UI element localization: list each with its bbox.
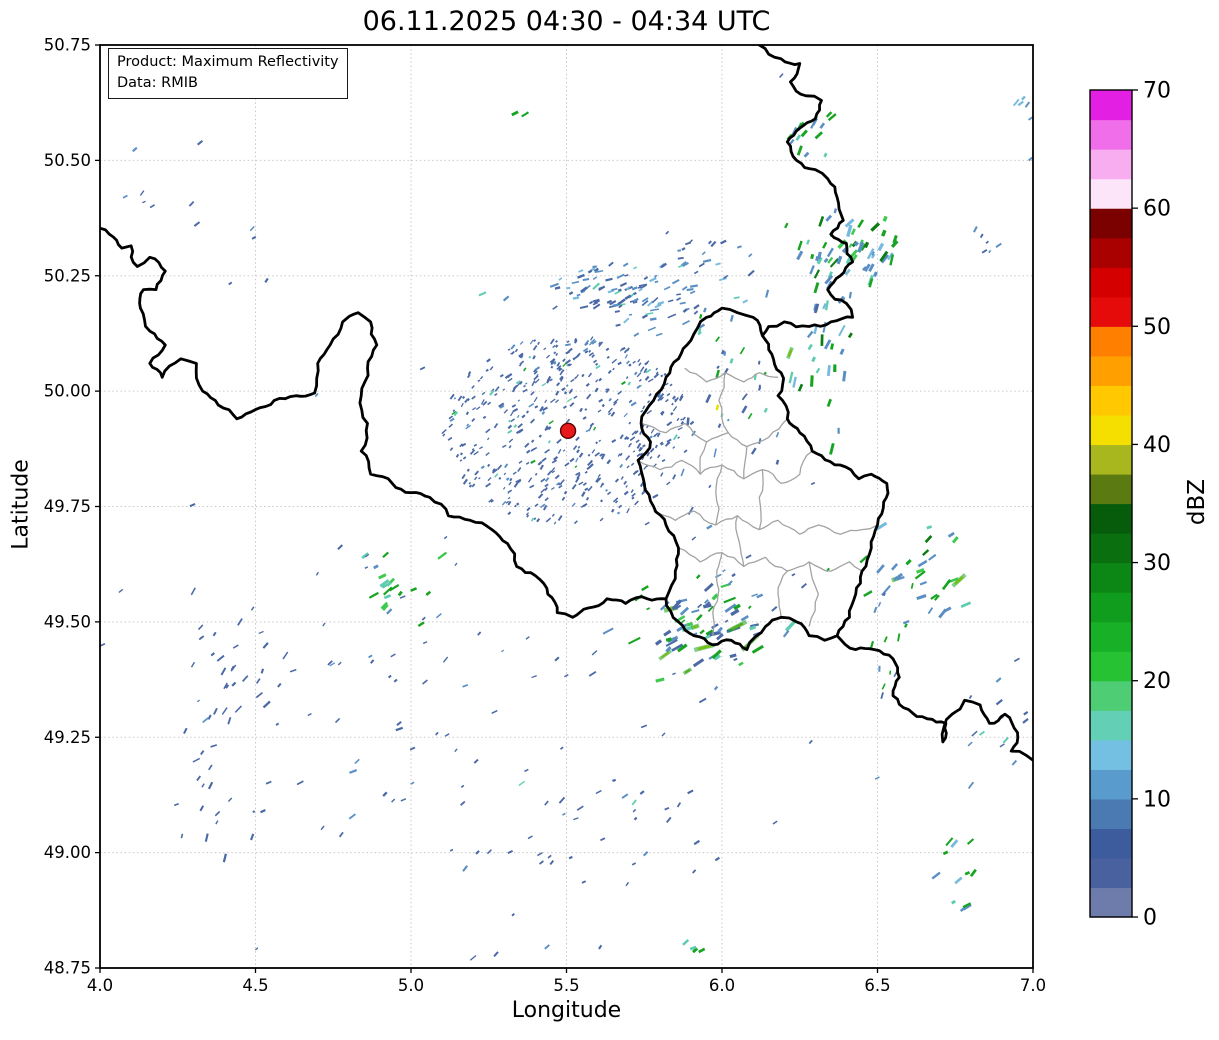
figure-title: 06.11.2025 04:30 - 04:34 UTC bbox=[362, 6, 771, 37]
annotation-product-line: Product: Maximum Reflectivity bbox=[117, 54, 339, 70]
y-tick-label: 50.25 bbox=[44, 266, 91, 285]
y-tick-label: 49.25 bbox=[44, 728, 91, 747]
y-tick-label: 48.75 bbox=[44, 959, 91, 978]
colorbar-label: dBZ bbox=[1184, 478, 1210, 526]
y-axis-label: Latitude bbox=[8, 459, 34, 550]
x-tick-label: 4.0 bbox=[87, 976, 113, 995]
colorbar-tick-label: 70 bbox=[1143, 79, 1171, 104]
x-tick-label: 5.0 bbox=[398, 976, 424, 995]
grid-lines bbox=[100, 45, 1033, 968]
colorbar-tick-label: 60 bbox=[1143, 197, 1171, 222]
radar-site-marker bbox=[559, 422, 577, 440]
x-tick-label: 5.5 bbox=[553, 976, 579, 995]
x-tick-label: 6.5 bbox=[864, 976, 890, 995]
y-tick-label: 49.00 bbox=[44, 843, 91, 862]
y-tick-label: 50.50 bbox=[44, 151, 91, 170]
x-tick-label: 7.0 bbox=[1020, 976, 1046, 995]
y-tick-label: 49.50 bbox=[44, 612, 91, 631]
colorbar-tick-label: 40 bbox=[1143, 433, 1171, 458]
radar-echoes bbox=[100, 73, 1033, 961]
y-tick-label: 50.00 bbox=[44, 382, 91, 401]
country-borders bbox=[100, 45, 1033, 762]
colorbar-tick-label: 30 bbox=[1143, 551, 1171, 576]
colorbar-tick-label: 0 bbox=[1143, 906, 1157, 931]
colorbar: 0 10 20 30 40 50 60 70 bbox=[1089, 79, 1171, 931]
colorbar-tick-label: 20 bbox=[1143, 669, 1171, 694]
y-tick-label: 50.75 bbox=[44, 36, 91, 55]
axes-frame: 4.0 4.5 5.0 5.5 6.0 6.5 7.0 48.75 49.00 49.25 49.5… bbox=[44, 36, 1046, 996]
colorbar-tick-label: 50 bbox=[1143, 315, 1171, 340]
y-tick-label: 49.75 bbox=[44, 497, 91, 516]
colorbar-tick-label: 10 bbox=[1143, 787, 1171, 812]
x-tick-label: 6.0 bbox=[709, 976, 735, 995]
x-tick-label: 4.5 bbox=[242, 976, 268, 995]
x-axis-label: Longitude bbox=[511, 998, 622, 1023]
product-annotation-box: Product: Maximum Reflectivity Data: RMIB bbox=[108, 48, 348, 100]
annotation-data-line: Data: RMIB bbox=[117, 75, 198, 92]
region-borders bbox=[637, 367, 878, 636]
